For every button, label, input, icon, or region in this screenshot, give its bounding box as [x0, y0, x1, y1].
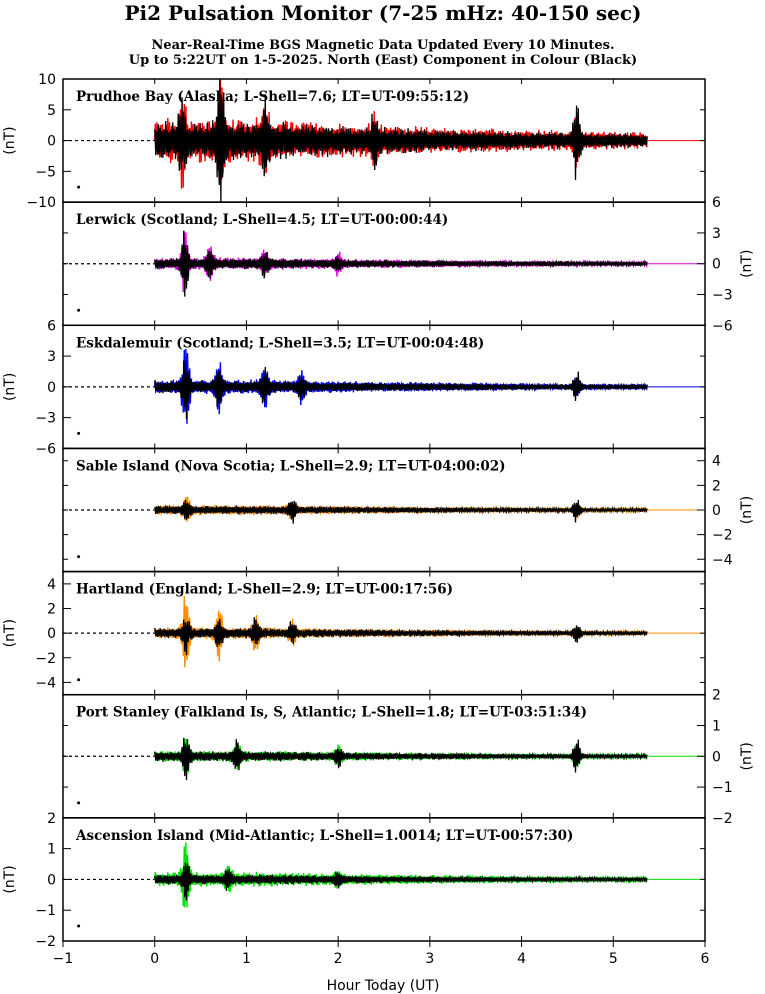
y-tick-label: 5 [47, 103, 56, 119]
y-tick-label: −2 [712, 528, 733, 544]
y-tick-label: 3 [712, 226, 721, 242]
y-tick-label: 1 [712, 719, 721, 735]
y-tick-label: 2 [712, 688, 721, 704]
series-east-trace [154, 360, 648, 419]
y-axis-label: (nT) [739, 742, 755, 770]
panel-6: −2 −1 0 1 2 (nT) Port Stanley (Falkland Is, S,… [62, 688, 755, 827]
y-tick-label: 0 [47, 872, 56, 888]
y-tick-label: −1 [712, 780, 733, 796]
x-tick-label: 6 [701, 951, 710, 967]
y-tick-label: 4 [47, 577, 56, 593]
x-tick-label: 1 [242, 951, 251, 967]
panel-dot [77, 801, 81, 805]
panel-label: Prudhoe Bay (Alaska; L-Shell=7.6; LT=UT-… [76, 89, 469, 105]
panel-2: −6 −3 0 3 6 (nT) Lerwick (Scotland; L-Shell=4.… [62, 195, 755, 334]
panel-label: Hartland (England; L-Shell=2.9; LT=UT-00… [76, 582, 453, 598]
panel-dot [77, 555, 81, 559]
y-tick-label: 0 [712, 503, 721, 519]
panel-dot [77, 678, 81, 682]
panel-dot [77, 924, 81, 928]
series-east-trace [154, 230, 648, 297]
panel-1: −10 −5 0 5 10 (nT) Prudhoe Bay (Alaska; L-Shel… [2, 72, 706, 211]
y-tick-label: 2 [47, 811, 56, 827]
y-axis-label: (nT) [739, 250, 755, 278]
y-axis-label: (nT) [2, 619, 18, 647]
panel-label: Port Stanley (Falkland Is, S, Atlantic; … [76, 705, 587, 721]
y-axis-label: (nT) [2, 126, 18, 154]
series-east-trace [154, 862, 648, 901]
y-tick-label: 6 [712, 195, 721, 211]
y-tick-label: 10 [38, 72, 56, 88]
y-axis-label: (nT) [739, 496, 755, 524]
y-tick-label: 0 [47, 380, 56, 396]
y-tick-label: −2 [35, 934, 56, 950]
y-tick-label: −4 [35, 675, 56, 691]
y-tick-label: −3 [35, 411, 56, 427]
panel-label: Ascension Island (Mid-Atlantic; L-Shell=… [75, 828, 573, 844]
y-tick-label: 0 [712, 749, 721, 765]
panel-dot [77, 431, 81, 435]
panel-5: −4 −2 0 2 4 (nT) Hartland (England; L-Shell=2.… [2, 570, 706, 696]
y-tick-label: −2 [35, 651, 56, 667]
panel-3: −6 −3 0 3 6 (nT) Eskdalemuir (Scotland; L-Shel… [2, 318, 706, 457]
y-tick-label: 0 [47, 134, 56, 150]
y-tick-label: −4 [712, 552, 733, 568]
y-tick-label: −3 [712, 288, 733, 304]
y-tick-label: 0 [712, 257, 721, 273]
y-tick-label: −10 [26, 195, 56, 211]
chart-subtitle-line2: Up to 5:22UT on 1-5-2025. North (East) C… [129, 53, 637, 68]
panel-label: Eskdalemuir (Scotland; L-Shell=3.5; LT=U… [76, 335, 484, 351]
panel-dot [77, 185, 81, 189]
panel-4: −4 −2 0 2 4 (nT) Sable Island (Nova Scotia; L-… [62, 447, 755, 573]
series-east-trace [154, 617, 648, 656]
y-tick-label: −1 [35, 903, 56, 919]
panel-dot [77, 308, 81, 312]
x-tick-label: 0 [150, 951, 159, 967]
x-axis-label: Hour Today (UT) [327, 978, 440, 994]
x-tick-label: 3 [425, 951, 434, 967]
y-tick-label: 3 [47, 349, 56, 365]
y-axis-label: (nT) [2, 865, 18, 893]
panel-7: −2 −1 0 1 2 (nT) Ascension Island (Mid-Atlanti… [2, 811, 706, 950]
panel-label: Lerwick (Scotland; L-Shell=4.5; LT=UT-00… [76, 212, 448, 228]
y-tick-label: −6 [712, 318, 733, 334]
series-east-trace [154, 499, 648, 524]
y-tick-label: −6 [35, 441, 56, 457]
chart-title: Pi2 Pulsation Monitor (7-25 mHz: 40-150 … [125, 1, 642, 25]
y-tick-label: 2 [712, 478, 721, 494]
x-tick-label: 5 [609, 951, 618, 967]
x-tick-label: 4 [517, 951, 526, 967]
x-axis: −1 0 1 2 3 4 5 6 [53, 941, 710, 967]
chart-subtitle-line1: Near-Real-Time BGS Magnetic Data Updated… [151, 38, 614, 53]
x-tick-label: −1 [53, 951, 74, 967]
y-tick-label: 2 [47, 602, 56, 618]
series-east-trace [154, 78, 648, 203]
y-tick-label: 0 [47, 626, 56, 642]
y-tick-label: −2 [712, 811, 733, 827]
y-tick-label: −5 [35, 164, 56, 180]
y-tick-label: 6 [47, 318, 56, 334]
series-east-trace [154, 737, 648, 781]
y-tick-label: 1 [47, 842, 56, 858]
y-axis-label: (nT) [2, 373, 18, 401]
x-tick-label: 2 [334, 951, 343, 967]
y-tick-label: 4 [712, 454, 721, 470]
panel-label: Sable Island (Nova Scotia; L-Shell=2.9; … [76, 458, 506, 474]
